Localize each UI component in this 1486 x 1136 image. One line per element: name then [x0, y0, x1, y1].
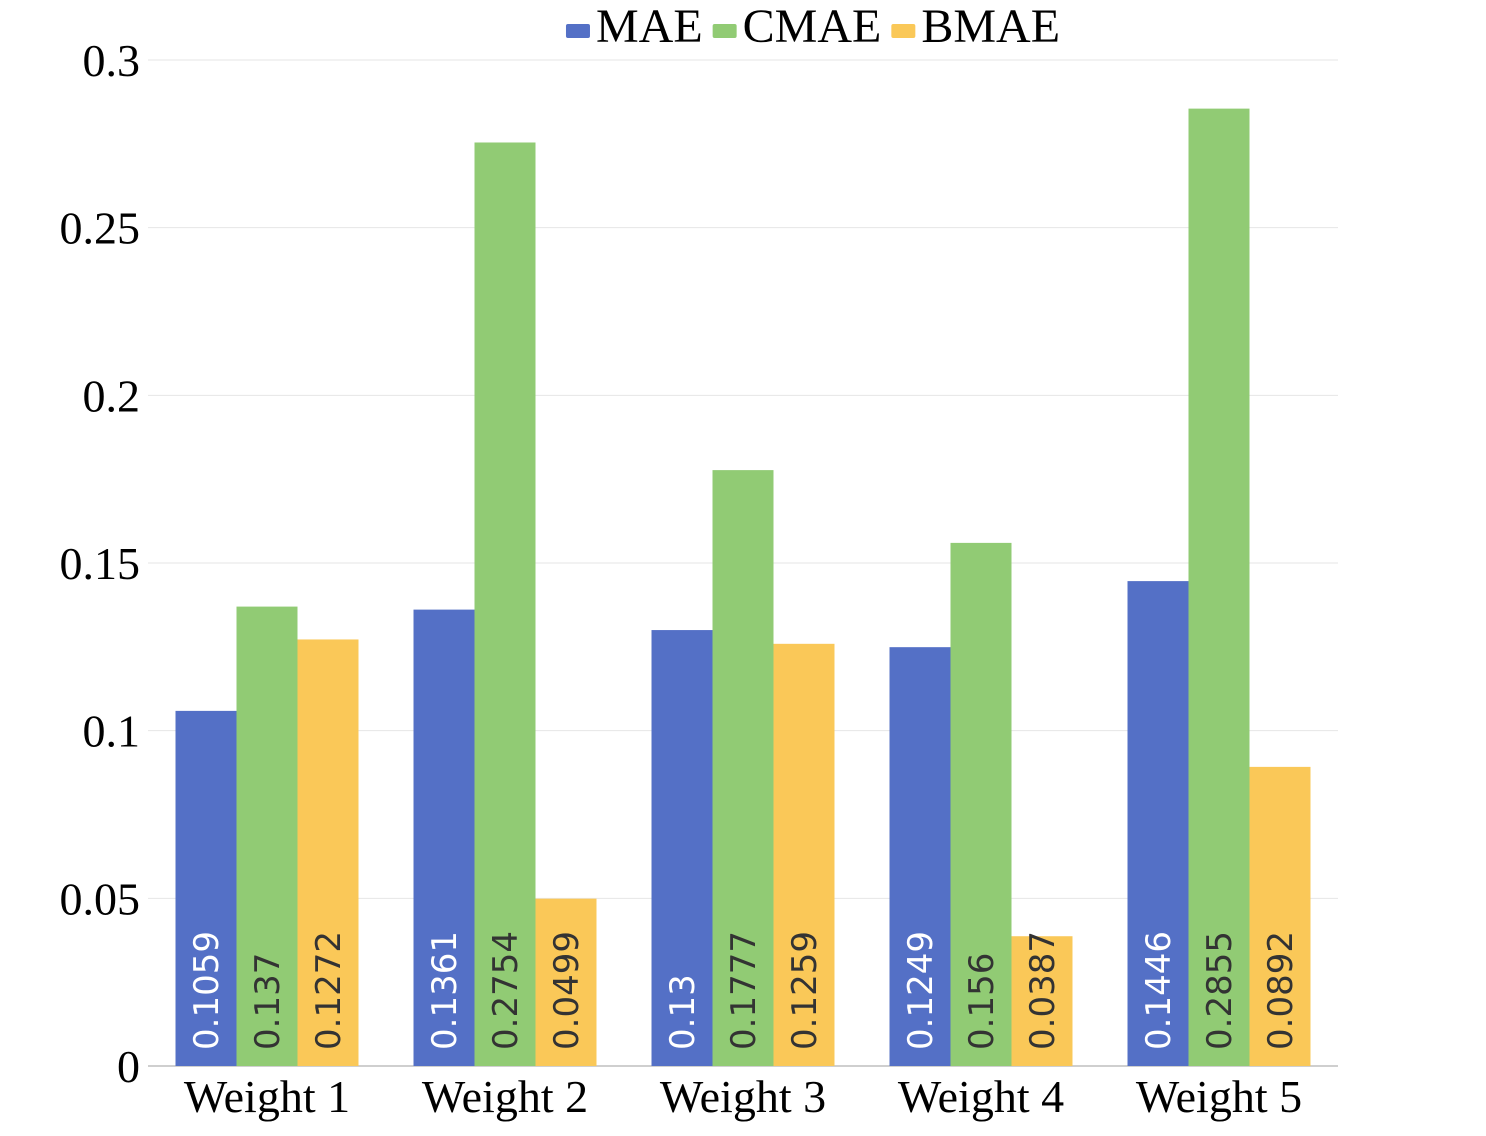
legend: MAE CMAE BMAE	[565, 0, 1060, 53]
data-label: 0.2855	[1200, 931, 1240, 1050]
data-label: 0.1446	[1139, 931, 1179, 1050]
y-tick-label: 0.25	[60, 203, 141, 254]
legend-label-mae: MAE	[596, 0, 703, 53]
y-tick-label: 0.05	[60, 873, 141, 924]
data-label: 0.0499	[547, 931, 587, 1050]
x-tick-label: Weight 5	[1136, 1071, 1302, 1122]
x-tick-label: Weight 4	[898, 1071, 1064, 1122]
bar-bmae	[773, 643, 835, 1066]
bar-cmae	[712, 470, 774, 1066]
bar-cmae	[236, 606, 298, 1066]
bar-mae	[889, 647, 951, 1066]
data-label: 0.1272	[309, 931, 349, 1050]
legend-label-cmae: CMAE	[743, 0, 882, 53]
data-label: 0.137	[248, 953, 288, 1050]
bar-cmae	[474, 142, 536, 1066]
y-tick-label: 0.1	[83, 706, 141, 757]
data-label: 0.1361	[425, 931, 465, 1050]
legend-swatch-mae	[565, 24, 590, 38]
bar-mae	[651, 630, 713, 1066]
bars	[175, 108, 1311, 1066]
data-label: 0.1259	[785, 931, 825, 1050]
y-tick-label: 0.15	[60, 538, 141, 589]
y-tick-label: 0.3	[83, 35, 141, 86]
bar-cmae	[950, 542, 1012, 1066]
bar-mae	[175, 710, 237, 1066]
data-label: 0.1777	[724, 931, 764, 1050]
x-tick-label: Weight 3	[660, 1071, 826, 1122]
data-label: 0.0892	[1261, 931, 1301, 1050]
data-label: 0.1249	[901, 931, 941, 1050]
bar-bmae	[1011, 936, 1073, 1066]
legend-swatch-bmae	[891, 24, 916, 38]
y-tick-label: 0	[117, 1041, 140, 1092]
bar-mae	[413, 609, 475, 1066]
legend-swatch-cmae	[712, 24, 737, 38]
data-label: 0.0387	[1023, 931, 1063, 1050]
bar-bmae	[535, 898, 597, 1066]
bar-mae	[1127, 581, 1189, 1066]
legend-label-bmae: BMAE	[921, 0, 1060, 53]
x-tick-label: Weight 1	[184, 1071, 350, 1122]
bar-bmae	[297, 639, 359, 1066]
x-tick-label: Weight 2	[422, 1071, 588, 1122]
data-label: 0.2754	[486, 931, 526, 1050]
y-tick-label: 0.2	[83, 370, 141, 421]
bar-cmae	[1188, 108, 1250, 1066]
data-label: 0.156	[962, 953, 1002, 1050]
bar-bmae	[1249, 766, 1311, 1066]
data-label: 0.13	[663, 974, 703, 1050]
data-labels: 0.1059 0.137 0.1272 0.1361 0.2754 0.0499 0.13 0…	[187, 931, 1301, 1050]
data-label: 0.1059	[187, 931, 227, 1050]
axes: 0 0.05 0.1 0.15 0.2 0.25 0.3 Weight 1 Weight 2 We…	[60, 35, 1338, 1122]
